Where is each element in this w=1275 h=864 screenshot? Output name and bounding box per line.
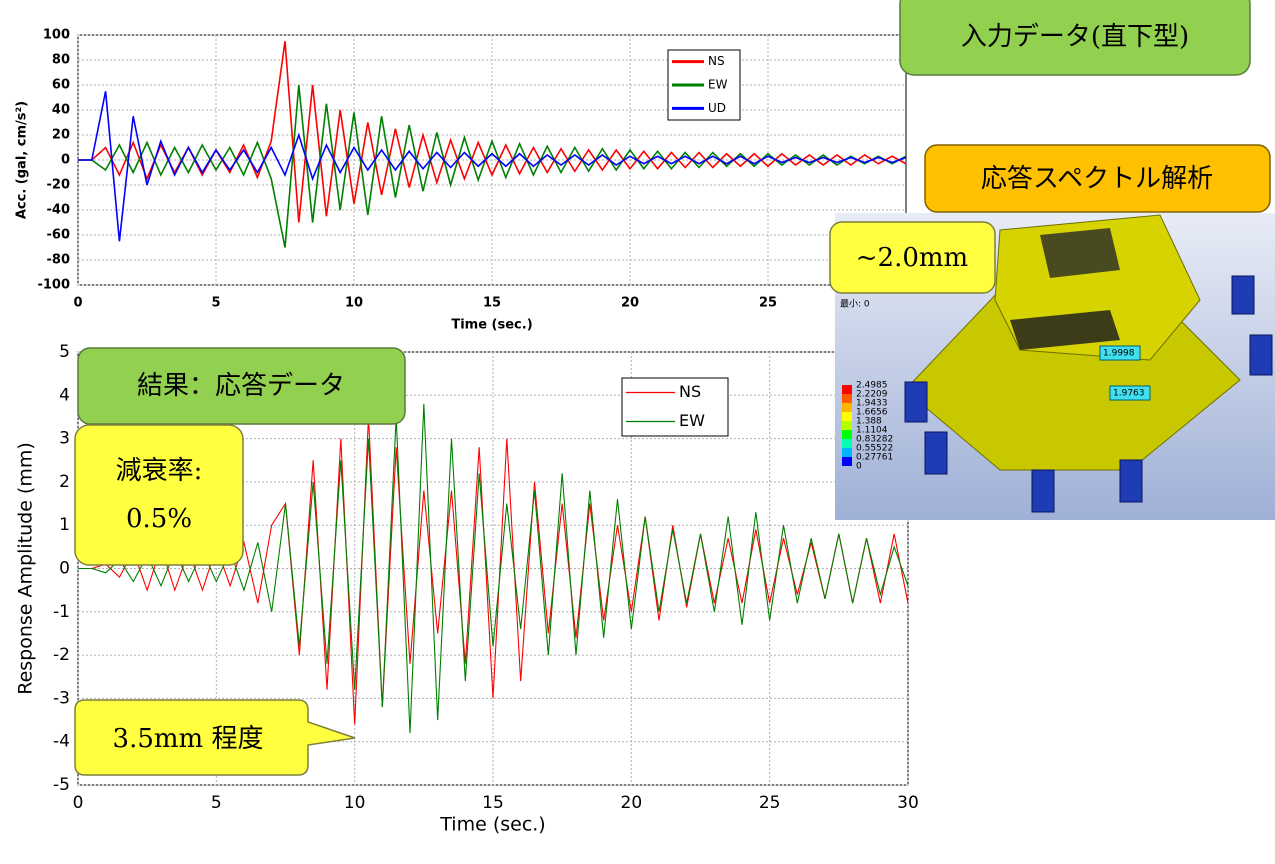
y-tick-label: -40	[47, 203, 71, 218]
colorbar-label: 0	[856, 462, 862, 472]
y-tick-label: -4	[53, 732, 70, 752]
x-tick-label: 5	[211, 296, 220, 311]
y-tick-label: 4	[59, 385, 70, 405]
x-tick-label: 25	[759, 296, 777, 311]
x-tick-label: 0	[73, 296, 82, 311]
x-tick-label: 5	[211, 793, 222, 813]
probe-label: 1.9763	[1113, 389, 1145, 399]
legend-label: NS	[708, 54, 725, 68]
y-axis-label: Response Amplitude (mm)	[15, 442, 37, 695]
x-tick-label: 20	[621, 793, 643, 813]
model-detail	[1040, 228, 1120, 278]
y-tick-label: 5	[59, 342, 70, 362]
y-tick-label: 0	[61, 153, 70, 168]
x-tick-label: 20	[621, 296, 639, 311]
x-axis-label: Time (sec.)	[439, 814, 545, 836]
y-tick-label: 2	[59, 472, 70, 492]
x-tick-label: 10	[345, 296, 363, 311]
x-tick-label: 10	[344, 793, 366, 813]
x-axis-label: Time (sec.)	[451, 318, 532, 333]
y-tick-label: 0	[59, 559, 70, 579]
probe-label: 1.9998	[1103, 349, 1135, 359]
callout-text: 0.5%	[126, 504, 192, 534]
x-tick-label: 15	[483, 296, 501, 311]
y-tick-label: -3	[53, 688, 70, 708]
y-tick-label: -1	[53, 602, 70, 622]
y-axis-label: Acc. (gal, cm/s²)	[15, 101, 30, 219]
y-tick-label: -20	[47, 178, 71, 193]
y-tick-label: -60	[47, 228, 71, 243]
y-tick-label: -2	[53, 645, 70, 665]
y-tick-label: -100	[37, 278, 70, 293]
y-tick-label: 40	[52, 103, 70, 118]
y-tick-label: -80	[47, 253, 71, 268]
callout-text: 応答スペクトル解析	[981, 164, 1213, 194]
legend-label: NS	[679, 382, 701, 401]
colorbar	[842, 385, 852, 466]
y-tick-label: 3	[59, 429, 70, 449]
legend-box	[622, 378, 728, 436]
fea-min: 最小: 0	[840, 299, 870, 310]
callout-text: 結果：応答データ	[137, 371, 345, 401]
y-tick-label: -5	[53, 775, 70, 795]
legend-label: UD	[708, 101, 726, 115]
callout-text: 入力データ(直下型)	[961, 22, 1189, 52]
callout-damping: 減衰率: 0.5%	[75, 425, 243, 565]
callout-text: 3.5mm 程度	[113, 724, 264, 754]
x-tick-label: 30	[897, 793, 919, 813]
y-tick-label: 100	[43, 28, 70, 43]
y-tick-label: 20	[52, 128, 70, 143]
callout-result: 結果：応答データ	[78, 348, 405, 424]
legend-label: EW	[679, 411, 705, 430]
page: {"chart_data": [ {"type": "line", "y_lab…	[0, 0, 1275, 864]
callout-text: 減衰率:	[116, 456, 203, 486]
callout-spectrum-result: ~2.0mm	[830, 222, 995, 293]
x-tick-label: 25	[759, 793, 781, 813]
x-tick-label: 0	[73, 793, 84, 813]
y-tick-label: 1	[59, 515, 70, 535]
legend-label: EW	[708, 78, 728, 92]
y-tick-label: 60	[52, 78, 70, 93]
callout-spectrum: 応答スペクトル解析	[925, 145, 1270, 212]
slide: -100-80-60-40-200204060801000510152025Ti…	[0, 0, 1275, 864]
callout-input: 入力データ(直下型)	[900, 0, 1250, 75]
x-tick-label: 15	[482, 793, 504, 813]
y-tick-label: 80	[52, 53, 70, 68]
callout-text: ~2.0mm	[856, 243, 968, 273]
